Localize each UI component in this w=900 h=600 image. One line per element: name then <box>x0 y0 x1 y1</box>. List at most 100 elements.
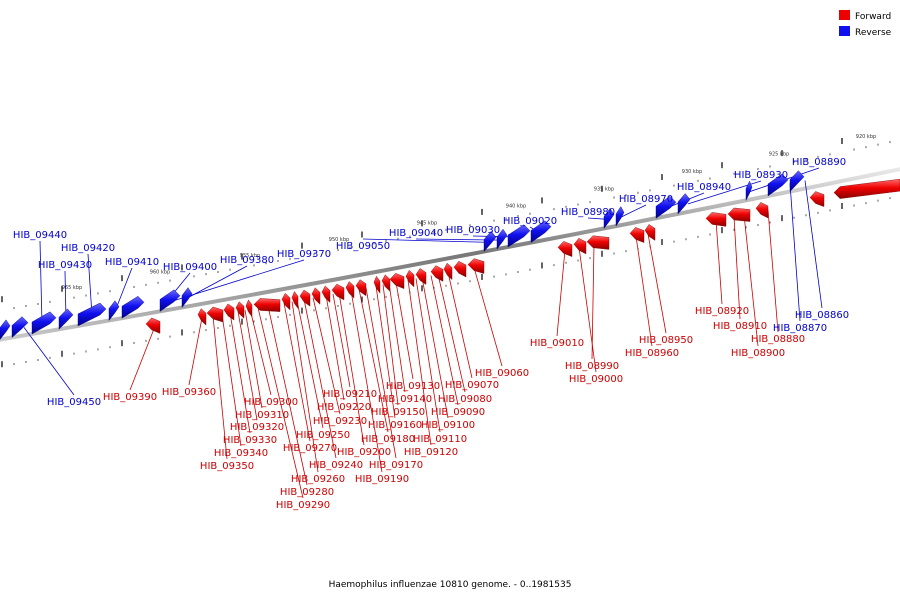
gene-label[interactable]: HIB_09200 <box>337 447 391 458</box>
forward-gene-feature[interactable] <box>311 287 321 305</box>
gene-label[interactable]: HIB_09370 <box>277 249 331 260</box>
reverse-gene-feature[interactable] <box>615 206 625 227</box>
forward-gene-feature[interactable] <box>755 202 769 219</box>
gene-label[interactable]: HIB_09140 <box>378 394 432 405</box>
gene-label[interactable]: HIB_09410 <box>105 257 159 268</box>
forward-gene-feature[interactable] <box>321 285 331 303</box>
gene-label[interactable]: HIB_09040 <box>389 228 443 239</box>
gene-label[interactable]: HIB_09310 <box>235 410 289 421</box>
forward-gene-feature[interactable] <box>381 274 391 292</box>
reverse-gene-feature[interactable] <box>655 196 677 219</box>
forward-gene-feature[interactable] <box>573 237 587 255</box>
gene-label[interactable]: HIB_08910 <box>713 321 767 332</box>
forward-gene-feature[interactable] <box>809 191 825 207</box>
gene-label[interactable]: HIB_09190 <box>355 474 409 485</box>
gene-label[interactable]: HIB_08970 <box>619 194 673 205</box>
forward-gene-feature[interactable] <box>833 178 900 199</box>
reverse-gene-feature[interactable] <box>530 220 552 243</box>
reverse-gene-feature[interactable] <box>121 295 145 319</box>
gene-label[interactable]: HIB_09320 <box>230 422 284 433</box>
gene-label[interactable]: HIB_08900 <box>731 348 785 359</box>
forward-gene-feature[interactable] <box>223 303 235 321</box>
gene-label[interactable]: HIB_08870 <box>773 323 827 334</box>
gene-label[interactable]: HIB_08980 <box>561 207 615 218</box>
gene-label[interactable]: HIB_09360 <box>162 387 216 398</box>
gene-label[interactable]: HIB_09010 <box>530 338 584 349</box>
forward-gene-feature[interactable] <box>453 260 467 278</box>
forward-gene-feature[interactable] <box>389 273 405 289</box>
gene-label[interactable]: HIB_09020 <box>503 216 557 227</box>
reverse-gene-feature[interactable] <box>603 208 615 230</box>
gene-label[interactable]: HIB_09110 <box>413 434 467 445</box>
gene-label[interactable]: HIB_09260 <box>291 474 345 485</box>
gene-label[interactable]: HIB_09330 <box>223 435 277 446</box>
forward-gene-feature[interactable] <box>206 306 224 323</box>
reverse-gene-feature[interactable] <box>767 173 789 197</box>
gene-label[interactable]: HIB_09390 <box>103 392 157 403</box>
gene-label[interactable]: HIB_09340 <box>214 448 268 459</box>
gene-label[interactable]: HIB_08920 <box>695 306 749 317</box>
reverse-gene-feature[interactable] <box>11 316 29 338</box>
forward-gene-feature[interactable] <box>415 268 427 285</box>
forward-gene-feature[interactable] <box>245 299 253 318</box>
gene-label[interactable]: HIB_09080 <box>438 394 492 405</box>
gene-label[interactable]: HIB_09160 <box>368 420 422 431</box>
gene-label[interactable]: HIB_09090 <box>431 407 485 418</box>
forward-gene-feature[interactable] <box>355 279 367 297</box>
reverse-gene-feature[interactable] <box>745 180 753 201</box>
forward-gene-feature[interactable] <box>197 308 207 326</box>
forward-gene-feature[interactable] <box>373 275 381 294</box>
gene-label[interactable]: HIB_09220 <box>317 402 371 413</box>
gene-label[interactable]: HIB_09050 <box>336 241 390 252</box>
forward-gene-feature[interactable] <box>291 291 299 309</box>
forward-gene-feature[interactable] <box>586 235 610 250</box>
gene-label[interactable]: HIB_08930 <box>734 170 788 181</box>
forward-gene-feature[interactable] <box>235 301 245 319</box>
forward-gene-feature[interactable] <box>405 269 415 288</box>
gene-label[interactable]: HIB_09180 <box>361 434 415 445</box>
forward-gene-feature[interactable] <box>145 317 161 334</box>
gene-label[interactable]: HIB_09070 <box>445 380 499 391</box>
forward-gene-feature[interactable] <box>557 241 573 257</box>
reverse-gene-feature[interactable] <box>789 170 805 193</box>
gene-label[interactable]: HIB_08890 <box>792 157 846 168</box>
gene-label[interactable]: HIB_09100 <box>421 420 475 431</box>
reverse-gene-feature[interactable] <box>108 300 120 322</box>
forward-gene-feature[interactable] <box>467 258 485 274</box>
reverse-gene-feature[interactable] <box>181 287 193 309</box>
gene-label[interactable]: HIB_08990 <box>565 361 619 372</box>
gene-label[interactable]: HIB_09120 <box>404 447 458 458</box>
gene-label[interactable]: HIB_09210 <box>323 389 377 400</box>
reverse-gene-feature[interactable] <box>507 224 531 248</box>
gene-label[interactable]: HIB_09130 <box>386 381 440 392</box>
forward-gene-feature[interactable] <box>443 262 453 281</box>
gene-label[interactable]: HIB_08960 <box>625 348 679 359</box>
gene-label[interactable]: HIB_09250 <box>296 430 350 441</box>
reverse-gene-feature[interactable] <box>159 289 181 312</box>
gene-label[interactable]: HIB_09230 <box>313 416 367 427</box>
gene-label[interactable]: HIB_09030 <box>446 225 500 236</box>
gene-label[interactable]: HIB_08860 <box>795 310 849 321</box>
gene-label[interactable]: HIB_09300 <box>244 397 298 408</box>
forward-gene-feature[interactable] <box>644 224 656 241</box>
gene-label[interactable]: HIB_09400 <box>163 262 217 273</box>
gene-label[interactable]: HIB_09440 <box>13 230 67 241</box>
gene-label[interactable]: HIB_09270 <box>283 443 337 454</box>
gene-label[interactable]: HIB_09430 <box>38 260 92 271</box>
reverse-gene-feature[interactable] <box>77 302 107 327</box>
forward-gene-feature[interactable] <box>727 207 751 222</box>
gene-label[interactable]: HIB_09280 <box>280 487 334 498</box>
legend-item-forward[interactable]: Forward <box>839 10 891 22</box>
forward-gene-feature[interactable] <box>705 212 727 227</box>
gene-label[interactable]: HIB_09450 <box>47 397 101 408</box>
forward-gene-feature[interactable] <box>345 281 355 299</box>
gene-label[interactable]: HIB_09150 <box>371 407 425 418</box>
reverse-gene-feature[interactable] <box>483 230 497 253</box>
gene-label[interactable]: HIB_09000 <box>569 374 623 385</box>
gene-label[interactable]: HIB_09290 <box>276 500 330 511</box>
legend-item-reverse[interactable]: Reverse <box>839 26 892 38</box>
reverse-gene-feature[interactable] <box>31 311 57 335</box>
reverse-gene-feature[interactable] <box>496 228 508 250</box>
gene-label[interactable]: HIB_09380 <box>220 255 274 266</box>
forward-gene-feature[interactable] <box>331 283 345 301</box>
